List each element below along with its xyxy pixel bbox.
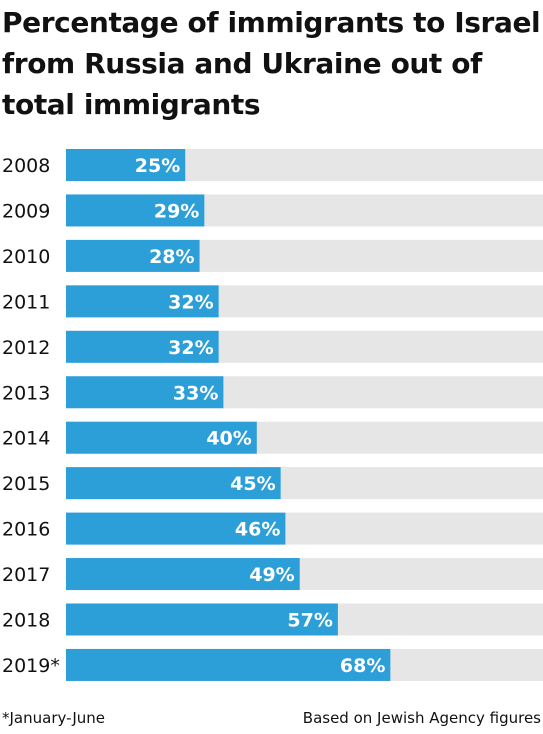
category-label: 2019* bbox=[2, 655, 60, 677]
bar bbox=[66, 558, 300, 591]
value-label: 46% bbox=[235, 519, 280, 541]
bar bbox=[66, 149, 186, 181]
bar-row: 2017 49% bbox=[2, 558, 543, 591]
category-label: 2016 bbox=[2, 519, 50, 541]
category-label: 2011 bbox=[2, 291, 50, 313]
category-label: 2014 bbox=[2, 428, 50, 450]
category-label: 2008 bbox=[2, 155, 50, 177]
bar bbox=[66, 648, 391, 681]
bar-row: 2010 28% bbox=[2, 239, 543, 272]
bar bbox=[66, 512, 286, 545]
value-label: 29% bbox=[154, 200, 199, 222]
value-label: 57% bbox=[287, 610, 332, 632]
category-label: 2013 bbox=[2, 382, 50, 404]
bar-chart: 2008 25% 2009 29% 2010 28% 2011 32% 2012 32% 2013 3… bbox=[2, 149, 543, 681]
category-label: 2015 bbox=[2, 473, 50, 495]
value-label: 40% bbox=[206, 428, 251, 450]
bar-row: 2011 32% bbox=[2, 285, 543, 318]
value-label: 68% bbox=[340, 655, 385, 677]
value-label: 45% bbox=[230, 473, 275, 495]
bar-row: 2009 29% bbox=[2, 194, 543, 227]
category-label: 2018 bbox=[2, 610, 50, 632]
category-label: 2010 bbox=[2, 246, 50, 268]
bar bbox=[66, 467, 281, 500]
bar-row: 2016 46% bbox=[2, 512, 543, 545]
bar-row: 2018 57% bbox=[2, 603, 543, 636]
value-label: 33% bbox=[173, 382, 218, 404]
source-note: Based on Jewish Agency figures bbox=[302, 709, 541, 727]
chart-title: Percentage of immigrants to Israel from … bbox=[2, 6, 541, 121]
value-label: 49% bbox=[249, 564, 294, 586]
value-label: 32% bbox=[168, 291, 213, 313]
category-label: 2017 bbox=[2, 564, 50, 586]
bar bbox=[66, 330, 219, 363]
bar bbox=[66, 239, 200, 272]
category-label: 2009 bbox=[2, 200, 50, 222]
bar bbox=[66, 603, 338, 636]
bar-row: 2013 33% bbox=[2, 376, 543, 409]
bar-row: 2014 40% bbox=[2, 421, 543, 454]
value-label: 32% bbox=[168, 337, 213, 359]
bar bbox=[66, 194, 205, 227]
footnote: *January-June bbox=[2, 709, 106, 727]
bar bbox=[66, 285, 219, 318]
value-label: 25% bbox=[135, 155, 180, 177]
category-label: 2012 bbox=[2, 337, 50, 359]
bar bbox=[66, 421, 257, 454]
value-label: 28% bbox=[149, 246, 194, 268]
bar bbox=[66, 376, 224, 409]
bar-row: 2012 32% bbox=[2, 330, 543, 363]
bar-row: 2019* 68% bbox=[2, 648, 543, 681]
bar-row: 2015 45% bbox=[2, 467, 543, 500]
bar-row: 2008 25% bbox=[2, 149, 543, 181]
